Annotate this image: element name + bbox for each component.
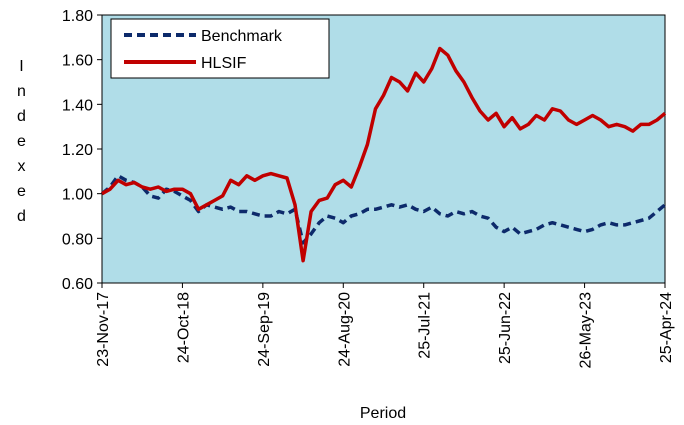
y-tick-label: 0.60	[62, 276, 93, 293]
legend: Benchmark HLSIF	[110, 18, 330, 79]
x-tick-label: 25-Jun-22	[497, 292, 514, 364]
y-tick-label: 1.80	[62, 8, 93, 25]
y-axis-title: Indexed	[13, 58, 30, 233]
x-tick-label: 24-Oct-18	[175, 292, 192, 363]
y-tick-label: 1.60	[62, 53, 93, 70]
series-line	[101, 46, 667, 263]
x-tick-label: 24-Aug-20	[336, 292, 353, 367]
legend-label: HLSIF	[201, 55, 247, 72]
y-tick-label: 1.20	[62, 142, 93, 159]
x-tick-label: 25-Jul-21	[417, 292, 434, 359]
y-tick-label: 1.40	[62, 97, 93, 114]
x-tick-label: 23-Nov-17	[95, 292, 112, 367]
y-tick-label: 1.00	[62, 187, 93, 204]
x-tick-label: 24-Sep-19	[256, 292, 273, 367]
legend-box	[110, 18, 330, 79]
x-axis-title: Period	[360, 405, 406, 422]
x-tick-label: 25-Apr-24	[658, 292, 675, 363]
y-tick-label: 0.80	[62, 231, 93, 248]
x-tick-label: 26-May-23	[578, 292, 595, 369]
legend-label: Benchmark	[201, 28, 283, 45]
